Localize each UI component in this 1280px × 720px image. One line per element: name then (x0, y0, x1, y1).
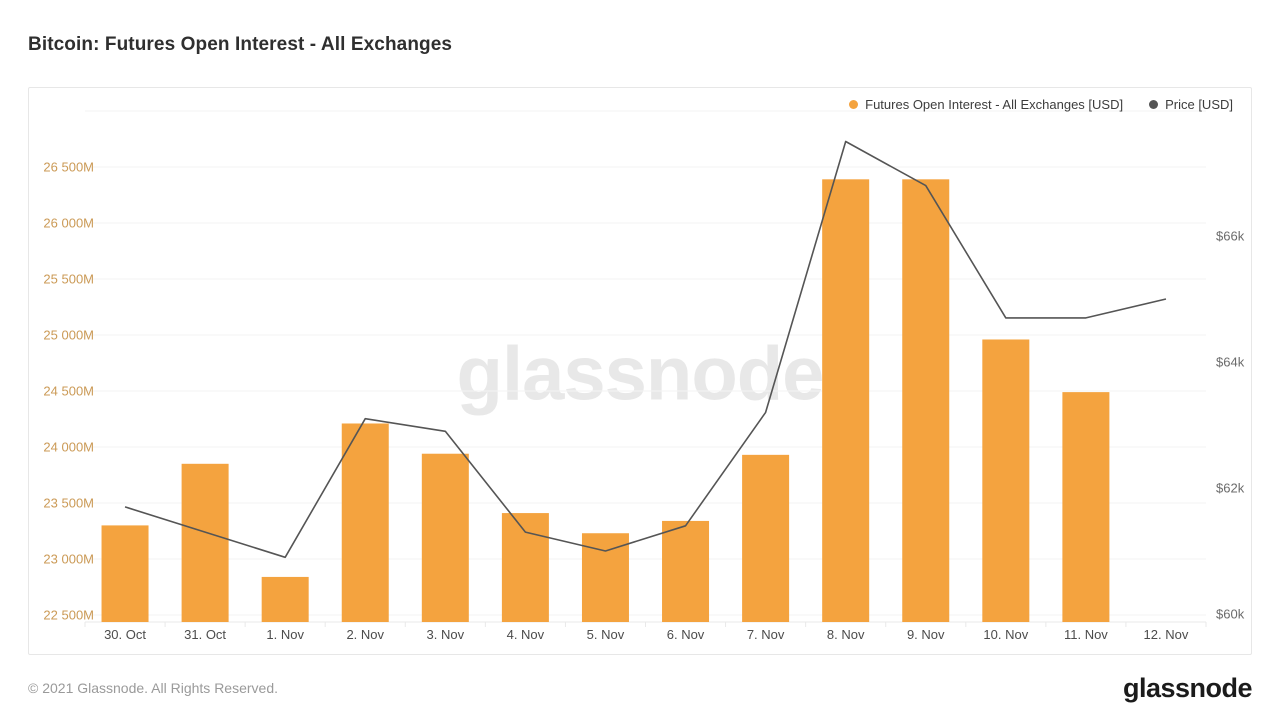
svg-text:8. Nov: 8. Nov (827, 627, 865, 642)
svg-text:$62k: $62k (1216, 481, 1245, 496)
svg-text:25 000M: 25 000M (43, 328, 94, 343)
svg-text:31. Oct: 31. Oct (184, 627, 226, 642)
svg-text:24 000M: 24 000M (43, 440, 94, 455)
svg-text:23 000M: 23 000M (43, 552, 94, 567)
svg-text:10. Nov: 10. Nov (983, 627, 1028, 642)
legend-label-open-interest: Futures Open Interest - All Exchanges [U… (865, 97, 1124, 112)
glassnode-logo: glassnode (1122, 672, 1253, 703)
svg-text:24 500M: 24 500M (43, 384, 94, 399)
chart-plot: 22 500M 23 000M 23 500M 24 000M 24 500M 25 00… (43, 110, 1245, 642)
page-title: Bitcoin: Futures Open Interest - All Exc… (28, 34, 453, 55)
glassnode-watermark: glassnode (456, 331, 825, 417)
svg-text:6. Nov: 6. Nov (667, 627, 705, 642)
legend-label-price: Price [USD] (1165, 97, 1233, 112)
svg-text:5. Nov: 5. Nov (587, 627, 625, 642)
legend-dot-price-icon (1149, 100, 1159, 109)
svg-text:30. Oct: 30. Oct (104, 627, 146, 642)
svg-text:4. Nov: 4. Nov (507, 627, 545, 642)
svg-text:26 000M: 26 000M (43, 216, 94, 231)
svg-text:11. Nov: 11. Nov (1064, 627, 1108, 642)
svg-text:26 500M: 26 500M (43, 160, 94, 175)
svg-text:3. Nov: 3. Nov (427, 627, 465, 642)
legend-dot-open-interest-icon (849, 100, 859, 109)
svg-text:$64k: $64k (1216, 355, 1245, 370)
svg-text:$66k: $66k (1216, 229, 1245, 244)
svg-text:1. Nov: 1. Nov (266, 627, 304, 642)
svg-text:23 500M: 23 500M (43, 496, 94, 511)
svg-text:25 500M: 25 500M (43, 272, 94, 287)
footer: © 2021 Glassnode. All Rights Reserved. g… (28, 666, 1253, 710)
legend-item-open-interest[interactable]: Futures Open Interest - All Exchanges [U… (849, 97, 1123, 112)
svg-text:9. Nov: 9. Nov (907, 627, 945, 642)
svg-text:12. Nov: 12. Nov (1144, 627, 1189, 642)
chart-legend: Futures Open Interest - All Exchanges [U… (849, 97, 1233, 112)
legend-item-price[interactable]: Price [USD] (1149, 97, 1233, 112)
chart-card: Futures Open Interest - All Exchanges [U… (28, 87, 1252, 655)
svg-text:$60k: $60k (1216, 607, 1245, 622)
copyright-text: © 2021 Glassnode. All Rights Reserved. (28, 680, 279, 696)
svg-text:22 500M: 22 500M (43, 608, 94, 623)
svg-text:2. Nov: 2. Nov (346, 627, 384, 642)
svg-text:7. Nov: 7. Nov (747, 627, 785, 642)
